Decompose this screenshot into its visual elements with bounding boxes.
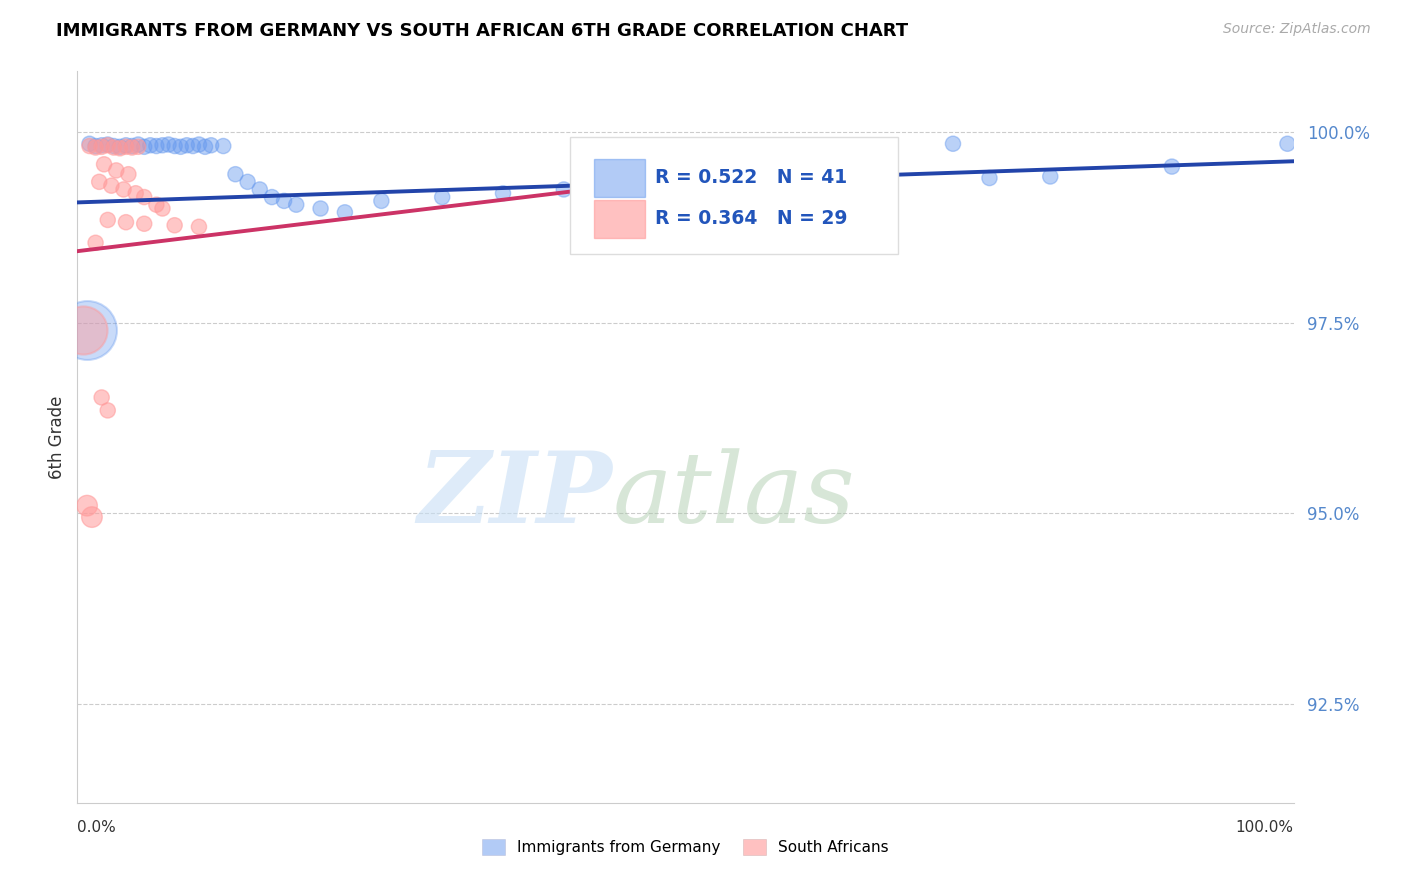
Text: 0.0%: 0.0% [77, 820, 117, 835]
Point [1039, 169, 1062, 184]
Point [108, 141, 131, 155]
Point [97, 137, 120, 152]
Point [163, 139, 186, 153]
Point [260, 190, 283, 204]
Point [309, 202, 332, 216]
Point [108, 140, 131, 154]
Point [97, 138, 120, 153]
Point [145, 197, 167, 211]
Point [103, 139, 125, 153]
Legend: Immigrants from Germany, South Africans: Immigrants from Germany, South Africans [475, 833, 896, 861]
Point [117, 167, 139, 181]
Point [145, 139, 167, 153]
Point [157, 137, 180, 152]
Point [79, 136, 101, 151]
Point [224, 167, 246, 181]
Point [212, 139, 235, 153]
Point [139, 138, 162, 153]
Text: ZIP: ZIP [418, 448, 613, 544]
Point [76, 323, 98, 337]
Point [188, 137, 211, 152]
Point [492, 186, 515, 201]
Point [188, 219, 211, 234]
Point [152, 138, 174, 153]
Point [1161, 160, 1184, 174]
Point [1277, 136, 1299, 151]
Point [72, 323, 94, 337]
Point [90, 140, 112, 154]
Point [76, 499, 98, 513]
Point [134, 217, 156, 231]
Point [152, 202, 174, 216]
Point [553, 182, 575, 196]
FancyBboxPatch shape [595, 159, 645, 197]
Point [115, 215, 138, 229]
Point [942, 136, 965, 151]
Point [273, 194, 295, 208]
Point [125, 186, 148, 201]
Point [370, 194, 392, 208]
Point [735, 178, 758, 193]
FancyBboxPatch shape [595, 200, 645, 238]
Point [285, 197, 308, 211]
Point [100, 178, 122, 193]
Point [333, 205, 356, 219]
Point [97, 403, 120, 417]
Point [163, 219, 186, 233]
Point [97, 213, 120, 227]
Point [127, 140, 149, 154]
Point [89, 175, 111, 189]
Point [84, 139, 107, 153]
Point [200, 138, 222, 153]
Y-axis label: 6th Grade: 6th Grade [48, 395, 66, 479]
Point [80, 510, 103, 524]
Point [979, 171, 1001, 186]
Point [103, 140, 125, 154]
Text: R = 0.364   N = 29: R = 0.364 N = 29 [655, 209, 848, 227]
Point [820, 175, 842, 189]
Point [90, 138, 112, 153]
Point [84, 140, 107, 154]
Point [79, 139, 101, 153]
Text: R = 0.522   N = 41: R = 0.522 N = 41 [655, 168, 848, 186]
Point [170, 140, 193, 154]
Point [84, 235, 107, 250]
Text: atlas: atlas [613, 448, 855, 543]
FancyBboxPatch shape [569, 137, 898, 254]
Point [194, 140, 217, 154]
Point [121, 139, 143, 153]
Text: 100.0%: 100.0% [1236, 820, 1294, 835]
Point [115, 140, 138, 154]
Point [121, 140, 143, 154]
Point [134, 190, 156, 204]
Point [236, 175, 259, 189]
Text: Source: ZipAtlas.com: Source: ZipAtlas.com [1223, 22, 1371, 37]
Point [181, 139, 204, 153]
Point [127, 137, 149, 152]
Point [105, 163, 128, 178]
Point [176, 138, 198, 153]
Point [249, 182, 271, 196]
Point [430, 190, 453, 204]
Text: IMMIGRANTS FROM GERMANY VS SOUTH AFRICAN 6TH GRADE CORRELATION CHART: IMMIGRANTS FROM GERMANY VS SOUTH AFRICAN… [56, 22, 908, 40]
Point [112, 182, 135, 196]
Point [93, 157, 115, 171]
Point [90, 391, 112, 405]
Point [134, 140, 156, 154]
Point [115, 138, 138, 153]
